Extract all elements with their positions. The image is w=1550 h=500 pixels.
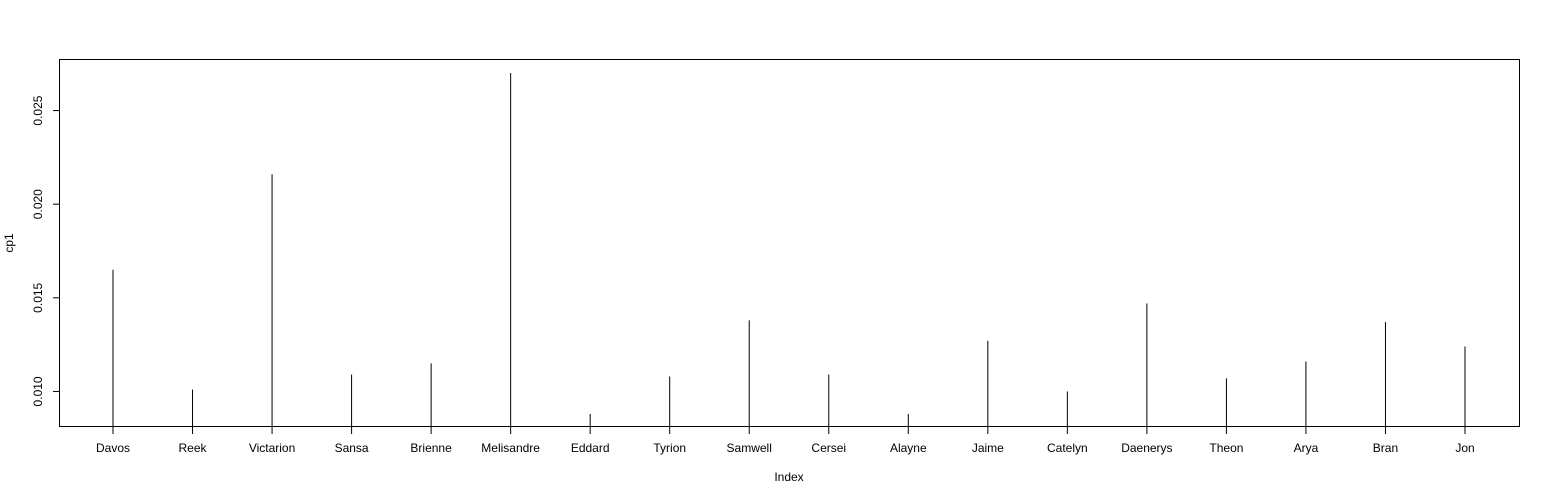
x-tick-label-alayne: Alayne — [890, 441, 927, 455]
y-tick-label: 0.010 — [31, 376, 45, 406]
x-tick-label-catelyn: Catelyn — [1047, 441, 1088, 455]
x-tick-label-arya: Arya — [1294, 441, 1319, 455]
x-tick-label-reek: Reek — [179, 441, 208, 455]
x-tick-label-melisandre: Melisandre — [481, 441, 540, 455]
plot-frame — [59, 59, 1520, 427]
x-axis: Davos Reek Victarion Sansa Brienne Melisandre… — [96, 427, 1475, 455]
x-tick-label-theon: Theon — [1209, 441, 1243, 455]
x-tick-label-samwell: Samwell — [727, 441, 772, 455]
x-tick-label-sansa: Sansa — [335, 441, 369, 455]
x-axis-label: Index — [774, 470, 803, 484]
x-tick-label-victarion: Victarion — [249, 441, 295, 455]
y-axis: 0.010 0.015 0.020 0.025 — [31, 95, 60, 406]
x-tick-label-tyrion: Tyrion — [653, 441, 686, 455]
x-tick-label-jon: Jon — [1455, 441, 1474, 455]
bars — [112, 73, 1466, 427]
x-tick-label-eddard: Eddard — [571, 441, 610, 455]
x-tick-label-davos: Davos — [96, 441, 130, 455]
x-tick-label-brienne: Brienne — [410, 441, 452, 455]
x-tick-label-daenerys: Daenerys — [1121, 441, 1172, 455]
x-tick-label-cersei: Cersei — [811, 441, 846, 455]
x-tick-label-jaime: Jaime — [972, 441, 1004, 455]
y-tick-label: 0.015 — [31, 282, 45, 312]
y-axis-label: cp1 — [2, 233, 16, 253]
y-tick-label: 0.025 — [31, 95, 45, 125]
y-tick-label: 0.020 — [31, 189, 45, 219]
x-tick-label-bran: Bran — [1373, 441, 1398, 455]
